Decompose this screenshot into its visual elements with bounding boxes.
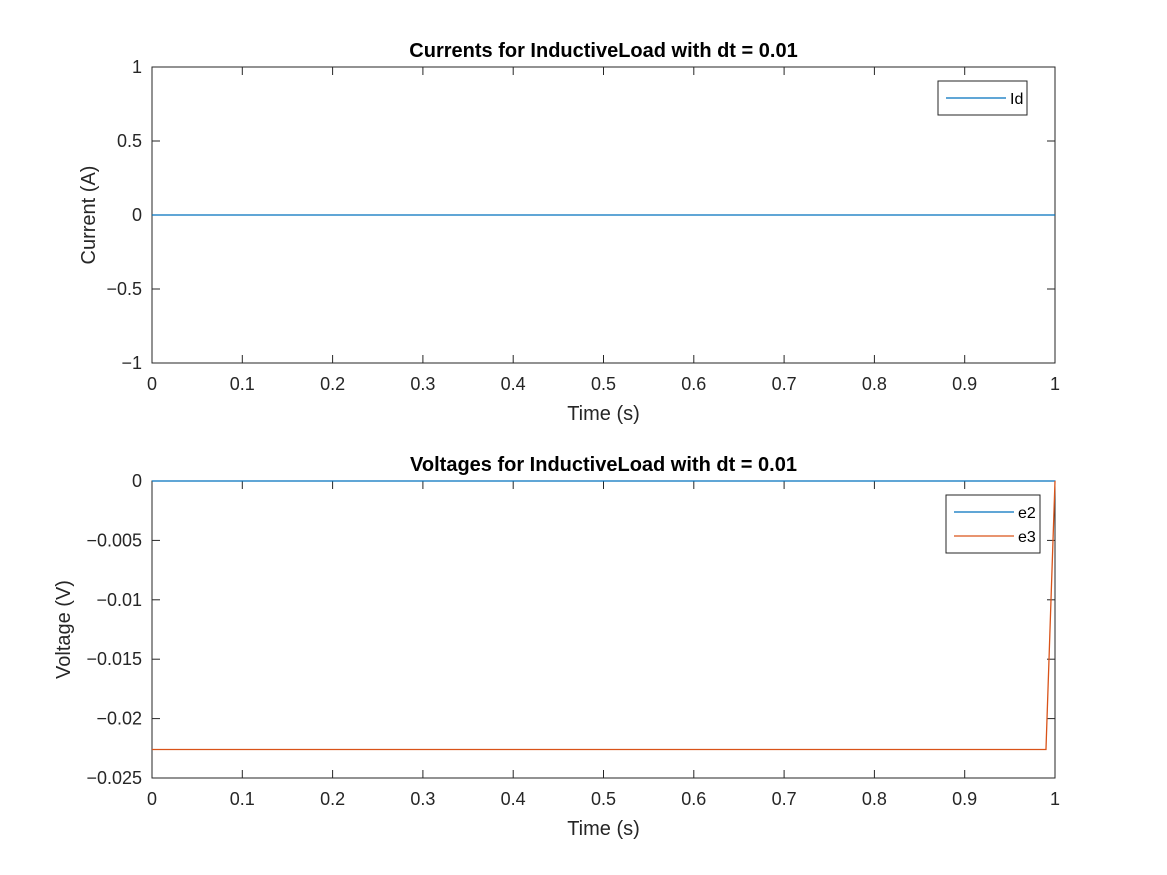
chart1-xtick-label: 1	[1050, 374, 1060, 394]
chart2-xtick-label: 0.1	[230, 789, 255, 809]
chart1-ytick-label: 1	[132, 57, 142, 77]
chart2-xtick-label: 0.3	[410, 789, 435, 809]
chart2-ytick-label: −0.025	[86, 768, 142, 788]
chart2-xtick-label: 0.5	[591, 789, 616, 809]
chart1-xtick-label: 0	[147, 374, 157, 394]
chart1-xtick-label: 0.6	[681, 374, 706, 394]
chart2-xtick-label: 0	[147, 789, 157, 809]
chart2-series-e3-line	[152, 480, 1056, 751]
chart2-ytick-label: −0.02	[96, 709, 142, 729]
chart1-xlabel: Time (s)	[567, 403, 640, 425]
chart2-legend-label-e3: e3	[1018, 529, 1036, 546]
chart1-xtick-label: 0.2	[320, 374, 345, 394]
chart1-ytick-label: −0.5	[106, 279, 142, 299]
chart2-xtick-label: 0.4	[501, 789, 526, 809]
chart2-axes-box	[151, 480, 1056, 779]
chart2-xtick-label: 0.9	[952, 789, 977, 809]
chart2-title: Voltages for InductiveLoad with dt = 0.0…	[410, 454, 797, 476]
chart1-xtick-label: 0.1	[230, 374, 255, 394]
chart1-xtick-label: 0.5	[591, 374, 616, 394]
chart2-xtick-label: 1	[1050, 789, 1060, 809]
chart1-legend-label-Id: Id	[1010, 91, 1023, 108]
chart2-xtick-label: 0.6	[681, 789, 706, 809]
chart2-xtick-label: 0.8	[862, 789, 887, 809]
chart1-xtick-label: 0.7	[772, 374, 797, 394]
chart1-ylabel: Current (A)	[78, 166, 100, 265]
chart1-title: Currents for InductiveLoad with dt = 0.0…	[409, 40, 797, 62]
chart1-xtick-label: 0.8	[862, 374, 887, 394]
chart1-legend: Id	[937, 80, 1028, 116]
chart2-xtick-label: 0.7	[772, 789, 797, 809]
chart1-ytick-label: 0.5	[117, 131, 142, 151]
chart2-xlabel: Time (s)	[567, 818, 640, 840]
chart2-legend-box	[945, 494, 1041, 554]
chart1-ytick-label: −1	[121, 353, 142, 373]
chart2-ytick-label: −0.01	[96, 590, 142, 610]
chart2-xtick-label: 0.2	[320, 789, 345, 809]
chart2-ytick-label: −0.005	[86, 530, 142, 550]
chart2-ytick-label: 0	[132, 471, 142, 491]
chart1-ytick-label: 0	[132, 205, 142, 225]
chart2-legend-label-e2: e2	[1018, 505, 1036, 522]
chart1-xtick-label: 0.4	[501, 374, 526, 394]
chart2: Voltages for InductiveLoad with dt = 0.0…	[53, 454, 1060, 840]
chart2-ytick-label: −0.015	[86, 649, 142, 669]
chart1-xtick-label: 0.9	[952, 374, 977, 394]
chart2-ylabel: Voltage (V)	[53, 580, 75, 679]
chart1: Currents for InductiveLoad with dt = 0.0…	[78, 40, 1060, 425]
chart1-xtick-label: 0.3	[410, 374, 435, 394]
